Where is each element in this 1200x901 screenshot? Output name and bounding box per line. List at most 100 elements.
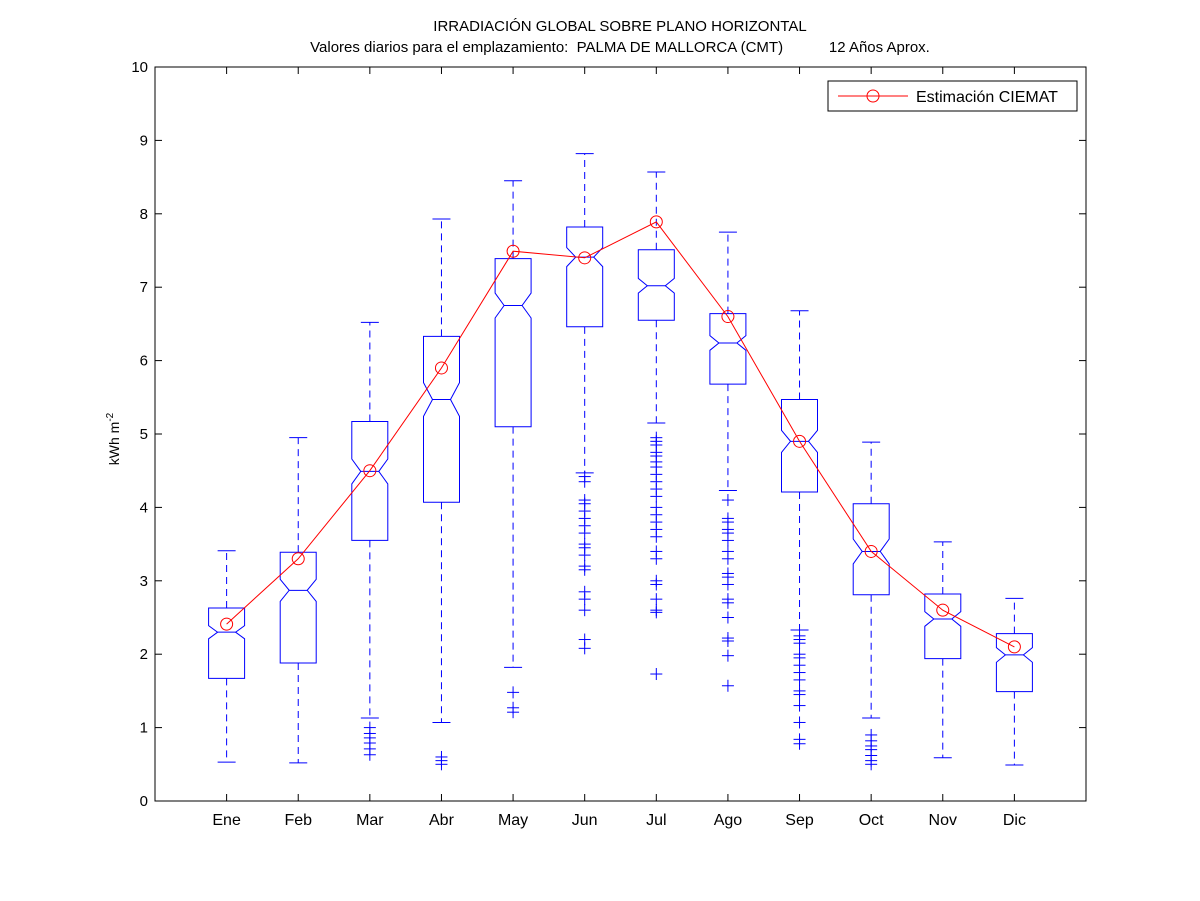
box-Dic [995, 597, 1033, 766]
y-axis-label-superscript: -2 [105, 412, 116, 421]
outlier [721, 534, 734, 547]
box-body [995, 633, 1033, 693]
outlier [793, 688, 806, 701]
y-tick-label: 3 [140, 573, 148, 590]
box-Ago [709, 231, 747, 692]
outlier [650, 606, 663, 619]
outlier [721, 596, 734, 609]
outlier [793, 737, 806, 750]
box-Oct [852, 441, 890, 771]
series-point [649, 215, 663, 229]
x-tick-label: Dic [1003, 812, 1026, 829]
y-tick-label: 2 [140, 646, 148, 663]
box-Feb [279, 437, 317, 764]
outlier [721, 679, 734, 692]
box-body [351, 421, 389, 541]
series-point [864, 544, 878, 558]
outlier [721, 494, 734, 507]
outlier [721, 552, 734, 565]
box-Nov [924, 541, 962, 759]
outlier [793, 673, 806, 686]
outlier [435, 758, 448, 771]
outlier [507, 686, 520, 699]
y-axis-label-main: kWh m [106, 422, 122, 466]
legend-label: Estimación CIEMAT [916, 89, 1058, 106]
series-point [936, 603, 950, 617]
box-Abr [423, 218, 460, 771]
x-tick-label: Feb [284, 812, 312, 829]
outlier [721, 578, 734, 591]
box-May [494, 180, 532, 719]
outlier [578, 563, 591, 576]
x-tick-label: Oct [859, 812, 884, 829]
box-body [566, 226, 604, 328]
box-body [279, 551, 317, 664]
box-body [637, 249, 675, 321]
chart-title: IRRADIACIÓN GLOBAL SOBRE PLANO HORIZONTA… [433, 18, 807, 35]
series-point [721, 310, 735, 324]
outlier [578, 604, 591, 617]
outlier [793, 699, 806, 712]
y-tick-label: 10 [131, 59, 148, 76]
x-tick-label: Jul [646, 812, 666, 829]
outlier [650, 530, 663, 543]
outlier [650, 668, 663, 681]
series-line-estimacion [226, 221, 1015, 648]
x-tick-label: Nov [929, 812, 957, 829]
outlier [578, 549, 591, 562]
y-tick-label: 8 [140, 206, 148, 223]
box-Sep [781, 310, 818, 750]
box-body [852, 503, 890, 596]
outlier [578, 475, 591, 488]
outlier [650, 552, 663, 565]
box-body [781, 399, 818, 493]
y-tick-label: 1 [140, 720, 148, 737]
series-point [220, 617, 234, 631]
y-tick-label: 0 [140, 793, 148, 810]
box-body [709, 313, 747, 385]
y-tick-label: 9 [140, 132, 148, 149]
box-Jul [637, 171, 675, 681]
outlier [721, 649, 734, 662]
outlier [865, 758, 878, 771]
y-tick-label: 5 [140, 426, 148, 443]
axes-frame [154, 66, 1087, 802]
outlier [507, 706, 520, 719]
series-point [793, 434, 807, 448]
series-point [434, 361, 448, 375]
outlier [578, 642, 591, 655]
chart-subtitle: Valores diarios para el emplazamiento: P… [310, 39, 930, 56]
y-tick-label: 7 [140, 279, 148, 296]
outlier [650, 593, 663, 606]
outlier [721, 634, 734, 647]
series-point [363, 464, 377, 478]
y-axis-label: kWh m-2 [105, 412, 122, 465]
series-point [291, 552, 305, 566]
x-tick-label: Abr [429, 812, 455, 829]
outlier [363, 748, 376, 761]
legend-marker [866, 89, 880, 103]
x-tick-label: May [498, 812, 528, 829]
box-body [423, 335, 460, 503]
series-point [506, 244, 520, 258]
box-body [924, 593, 962, 660]
box-Ene [208, 550, 246, 763]
box-Mar [351, 321, 389, 761]
x-tick-label: Mar [356, 812, 384, 829]
x-tick-label: Sep [785, 812, 814, 829]
outlier [650, 490, 663, 503]
series-point [578, 251, 592, 265]
x-tick-label: Ago [714, 812, 743, 829]
y-tick-label: 4 [140, 499, 148, 516]
x-tick-label: Ene [212, 812, 241, 829]
series-point [1007, 640, 1021, 654]
outlier [793, 637, 806, 650]
box-Jun [566, 153, 604, 655]
box-body [494, 258, 532, 428]
y-tick-label: 6 [140, 353, 148, 370]
legend: Estimación CIEMAT [827, 80, 1078, 112]
outlier [793, 716, 806, 729]
outlier [578, 527, 591, 540]
outlier [650, 578, 663, 591]
